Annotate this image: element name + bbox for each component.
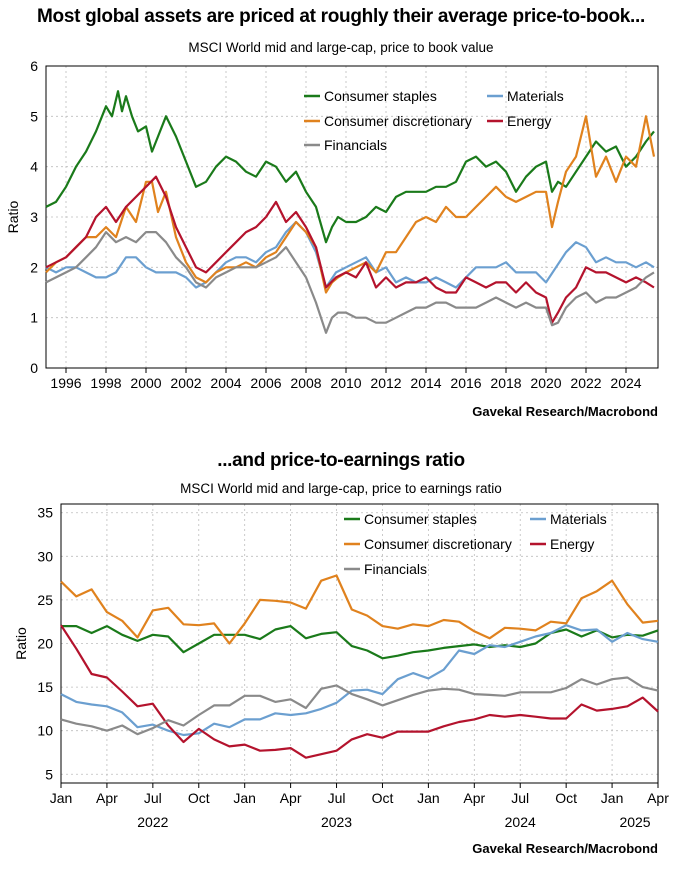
y-axis-label: Ratio — [13, 627, 29, 660]
series-line-materials — [45, 220, 655, 289]
series-line-energy — [45, 175, 655, 324]
x-tick-label: Jan — [50, 790, 73, 806]
x-tick-label: Jan — [417, 790, 440, 806]
year-label: 2022 — [137, 814, 168, 830]
x-tick-label: 2012 — [370, 375, 401, 391]
year-label: 2023 — [321, 814, 352, 830]
y-axis-label: Ratio — [5, 200, 21, 233]
legend-label-energy: Energy — [550, 536, 594, 552]
x-tick-label: 2006 — [250, 375, 281, 391]
x-tick-label: 2016 — [450, 375, 481, 391]
chart1-plot: 0 1 2 3 4 5 6 1996 1998 2000 2002 2004 2006 2008 2010 2… — [5, 58, 659, 391]
x-tick-label: 2000 — [130, 375, 161, 391]
x-tick-label: Oct — [188, 790, 210, 806]
x-tick-label: 1996 — [50, 375, 81, 391]
chart2-subtitle: MSCI World mid and large-cap, price to e… — [180, 481, 502, 496]
series-line-consumer-staples — [45, 90, 655, 244]
y-tick-label: 30 — [37, 548, 53, 564]
x-tick-label: 2024 — [610, 375, 641, 391]
x-tick-label: Apr — [96, 790, 118, 806]
x-tick-label: 2002 — [170, 375, 201, 391]
legend-label-consumer-staples: Consumer staples — [364, 511, 477, 527]
legend-label-consumer-discretionary: Consumer discretionary — [324, 113, 472, 129]
plot-frame — [60, 503, 659, 784]
x-tick-label: Jan — [601, 790, 624, 806]
x-tick-label: Jul — [511, 790, 529, 806]
y-tick-label: 6 — [30, 58, 38, 74]
x-tick-label: 2008 — [290, 375, 321, 391]
x-tick-label: 2004 — [210, 375, 241, 391]
y-tick-label: 5 — [45, 766, 53, 782]
x-tick-label: Apr — [463, 790, 485, 806]
plot-frame — [45, 65, 659, 369]
year-label: 2024 — [505, 814, 536, 830]
chart1-title: Most global assets are priced at roughly… — [37, 6, 645, 27]
chart1-source: Gavekal Research/Macrobond — [472, 404, 658, 419]
legend-label-materials: Materials — [507, 88, 564, 104]
x-tick-label: Apr — [647, 790, 669, 806]
series-line-energy — [60, 624, 659, 759]
y-tick-label: 20 — [37, 636, 53, 652]
x-tick-label: Oct — [555, 790, 577, 806]
year-label: 2025 — [619, 814, 650, 830]
y-tick-label: 25 — [37, 592, 53, 608]
x-tick-label: 2018 — [490, 375, 521, 391]
x-tick-label: 2020 — [530, 375, 561, 391]
legend-label-energy: Energy — [507, 113, 551, 129]
x-tick-label: 2022 — [570, 375, 601, 391]
series-line-consumer-staples — [61, 625, 659, 660]
legend-label-materials: Materials — [550, 511, 607, 527]
y-tick-label: 35 — [37, 505, 53, 521]
x-tick-label: 1998 — [90, 375, 121, 391]
x-tick-label: Oct — [372, 790, 394, 806]
legend-label-financials: Financials — [364, 561, 427, 577]
y-tick-label: 3 — [30, 209, 38, 225]
series-line-consumer-discretionary — [60, 574, 659, 645]
y-tick-label: 5 — [30, 108, 38, 124]
chart2-title: ...and price-to-earnings ratio — [217, 450, 465, 471]
x-tick-label: Apr — [280, 790, 302, 806]
chart1-subtitle: MSCI World mid and large-cap, price to b… — [188, 40, 494, 55]
chart2-source: Gavekal Research/Macrobond — [472, 841, 658, 856]
y-tick-label: 0 — [30, 360, 38, 376]
y-tick-label: 10 — [37, 723, 53, 739]
legend-label-consumer-discretionary: Consumer discretionary — [364, 536, 512, 552]
series-line-materials — [60, 624, 659, 737]
x-tick-label: 2014 — [410, 375, 441, 391]
x-tick-label: Jul — [328, 790, 346, 806]
y-tick-label: 4 — [30, 159, 38, 175]
legend-label-consumer-staples: Consumer staples — [324, 88, 437, 104]
y-tick-label: 15 — [37, 679, 53, 695]
series-line-financials — [60, 676, 659, 736]
x-tick-label: Jul — [144, 790, 162, 806]
y-tick-label: 1 — [30, 310, 38, 326]
series-line-financials — [45, 231, 655, 334]
y-tick-label: 2 — [30, 259, 38, 275]
x-tick-label: Jan — [233, 790, 256, 806]
legend-label-financials: Financials — [324, 137, 387, 153]
x-tick-label: 2010 — [330, 375, 361, 391]
